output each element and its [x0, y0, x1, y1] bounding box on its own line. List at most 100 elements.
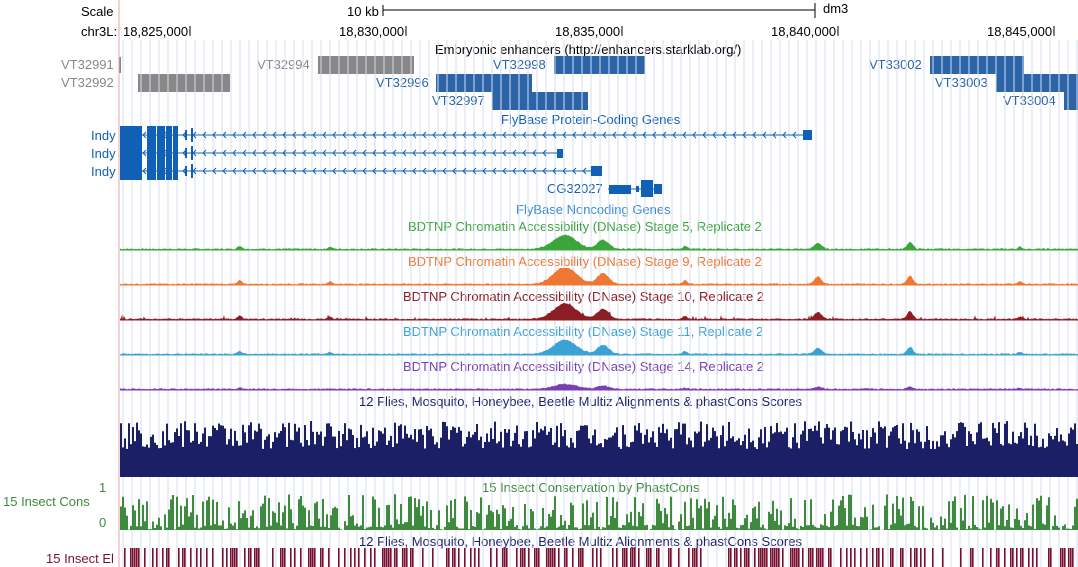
enhancer-label[interactable]: VT33004	[1003, 93, 1056, 108]
conservation-bar	[816, 527, 818, 530]
conservation-bar	[796, 528, 798, 530]
enhancer-label[interactable]: VT32991	[61, 57, 114, 72]
exon	[166, 144, 172, 162]
strand-arrow	[402, 131, 407, 139]
strand-arrow	[432, 131, 437, 139]
conservation-bar	[1066, 528, 1068, 530]
multiz-bar	[1008, 443, 1010, 477]
conservation-bar	[320, 526, 322, 530]
conservation-bar	[572, 505, 574, 530]
multiz-bar	[886, 447, 888, 477]
conservation-bar	[892, 503, 894, 530]
strand-arrow	[222, 149, 227, 157]
multiz-bar	[192, 440, 194, 477]
multiz-bar	[820, 437, 822, 477]
exon	[185, 148, 187, 158]
multiz-bar	[514, 432, 516, 477]
multiz-bar	[476, 424, 478, 477]
multiz-bar	[946, 443, 948, 477]
gene-label[interactable]: Indy	[91, 128, 116, 143]
conservation-bar	[376, 526, 378, 530]
enhancer-feature[interactable]	[119, 57, 121, 73]
conservation-bar	[478, 513, 480, 530]
conservation-bar	[212, 499, 214, 530]
multiz-bar	[440, 437, 442, 477]
enhancer-feature[interactable]	[318, 56, 414, 74]
multiz-bar	[552, 444, 554, 477]
enhancer-feature[interactable]	[1064, 92, 1078, 110]
conserved-element	[648, 548, 650, 567]
enhancer-feature[interactable]	[138, 74, 230, 92]
conserved-element	[910, 548, 912, 567]
exon	[803, 130, 812, 140]
enhancer-label[interactable]: VT32994	[257, 57, 310, 72]
conservation-bar	[378, 507, 380, 530]
elements-side-label[interactable]: 15 Insect El	[46, 551, 114, 566]
conservation-bar	[786, 526, 788, 530]
conservation-side-label[interactable]: 15 Insect Cons	[3, 494, 90, 509]
conservation-bar	[174, 529, 176, 530]
conservation-bar	[138, 499, 140, 530]
enhancer-label[interactable]: VT32992	[61, 75, 114, 90]
conservation-bar	[418, 499, 420, 530]
multiz-bar	[460, 430, 462, 477]
strand-arrow	[212, 131, 217, 139]
enhancer-feature[interactable]	[554, 56, 645, 74]
position-tick-label: 18,830,000	[339, 24, 405, 39]
multiz-bar	[526, 431, 528, 477]
multiz-bar	[854, 439, 856, 477]
conservation-bar	[614, 517, 616, 530]
gene-label[interactable]: Indy	[91, 164, 116, 179]
conservation-bar	[264, 495, 266, 530]
multiz-bar	[204, 427, 206, 477]
exon	[166, 126, 172, 144]
multiz-bar	[352, 435, 354, 477]
multiz-bar	[594, 429, 596, 477]
multiz-bar	[606, 439, 608, 477]
conservation-bar	[474, 526, 476, 530]
multiz-bar	[336, 448, 338, 477]
conservation-bar	[740, 525, 742, 530]
multiz-bar	[468, 431, 470, 477]
multiz-bar	[462, 446, 464, 477]
conservation-bar	[812, 524, 814, 530]
conservation-bar	[992, 502, 994, 530]
conservation-bar	[780, 510, 782, 530]
enhancer-label[interactable]: VT33002	[869, 57, 922, 72]
gene-label[interactable]: Indy	[91, 146, 116, 161]
enhancers-track-title: Embryonic enhancers (http://enhancers.st…	[435, 42, 742, 57]
conservation-bar	[550, 516, 552, 530]
conservation-bar	[404, 522, 406, 530]
enhancer-label[interactable]: VT32996	[376, 75, 429, 90]
enhancer-label[interactable]: VT33003	[935, 75, 988, 90]
enhancer-label[interactable]: VT32997	[432, 93, 485, 108]
conservation-bar	[368, 527, 370, 530]
enhancer-feature[interactable]	[492, 92, 588, 110]
conserved-element	[578, 548, 580, 567]
conserved-element	[454, 548, 456, 567]
multiz-bar	[198, 443, 200, 477]
enhancer-feature[interactable]	[996, 74, 1078, 92]
enhancer-label[interactable]: VT32998	[493, 57, 546, 72]
gene-label[interactable]: CG32027	[547, 181, 603, 196]
multiz-bar	[826, 424, 828, 477]
conserved-element	[354, 548, 356, 567]
multiz-bar	[856, 445, 858, 477]
conservation-bar	[450, 500, 452, 530]
conservation-bar	[636, 526, 638, 530]
strand-arrow	[482, 167, 487, 175]
strand-arrow	[372, 167, 377, 175]
enhancer-feature[interactable]	[930, 56, 1024, 74]
strand-arrow	[132, 131, 137, 139]
conserved-element	[190, 548, 192, 567]
conserved-element	[678, 548, 680, 567]
conservation-bar	[1044, 524, 1046, 530]
conservation-bar	[544, 527, 546, 530]
multiz-bar	[504, 428, 506, 477]
multiz-bar	[784, 431, 786, 477]
conserved-element	[520, 548, 522, 567]
enhancer-feature[interactable]	[436, 74, 532, 92]
conservation-bar	[766, 529, 768, 530]
conservation-bar	[856, 525, 858, 530]
strand-arrow	[392, 131, 397, 139]
